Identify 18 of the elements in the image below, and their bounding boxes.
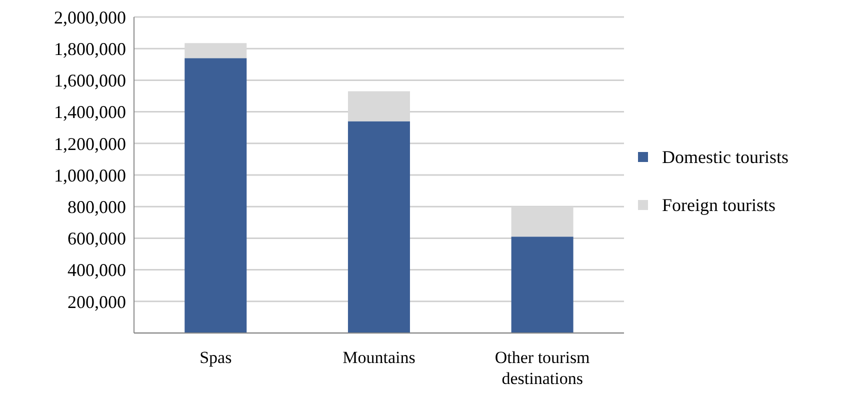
legend-label: Domestic tourists — [662, 146, 788, 168]
y-tick-label: 1,200,000 — [54, 134, 126, 154]
bar — [348, 121, 410, 333]
y-tick-label: 200,000 — [68, 292, 126, 312]
x-tick-label: Mountains — [342, 348, 416, 367]
x-tick-label: Other tourism destinations — [494, 348, 590, 388]
y-tick-label: 1,000,000 — [54, 165, 126, 186]
x-tick-label: Spas — [200, 348, 232, 367]
legend-label: Foreign tourists — [662, 194, 776, 216]
y-tick-label: 1,400,000 — [54, 102, 126, 122]
y-tick-label: 800,000 — [68, 196, 126, 217]
y-tick-label: 1,600,000 — [54, 70, 126, 91]
y-tick-label: 1,800,000 — [54, 38, 126, 59]
y-tick-label: 400,000 — [68, 260, 126, 280]
y-tick-label: 600,000 — [68, 228, 126, 249]
y-tick-label: 2,000,000 — [54, 7, 126, 28]
bar — [184, 58, 247, 333]
bar — [511, 236, 574, 333]
